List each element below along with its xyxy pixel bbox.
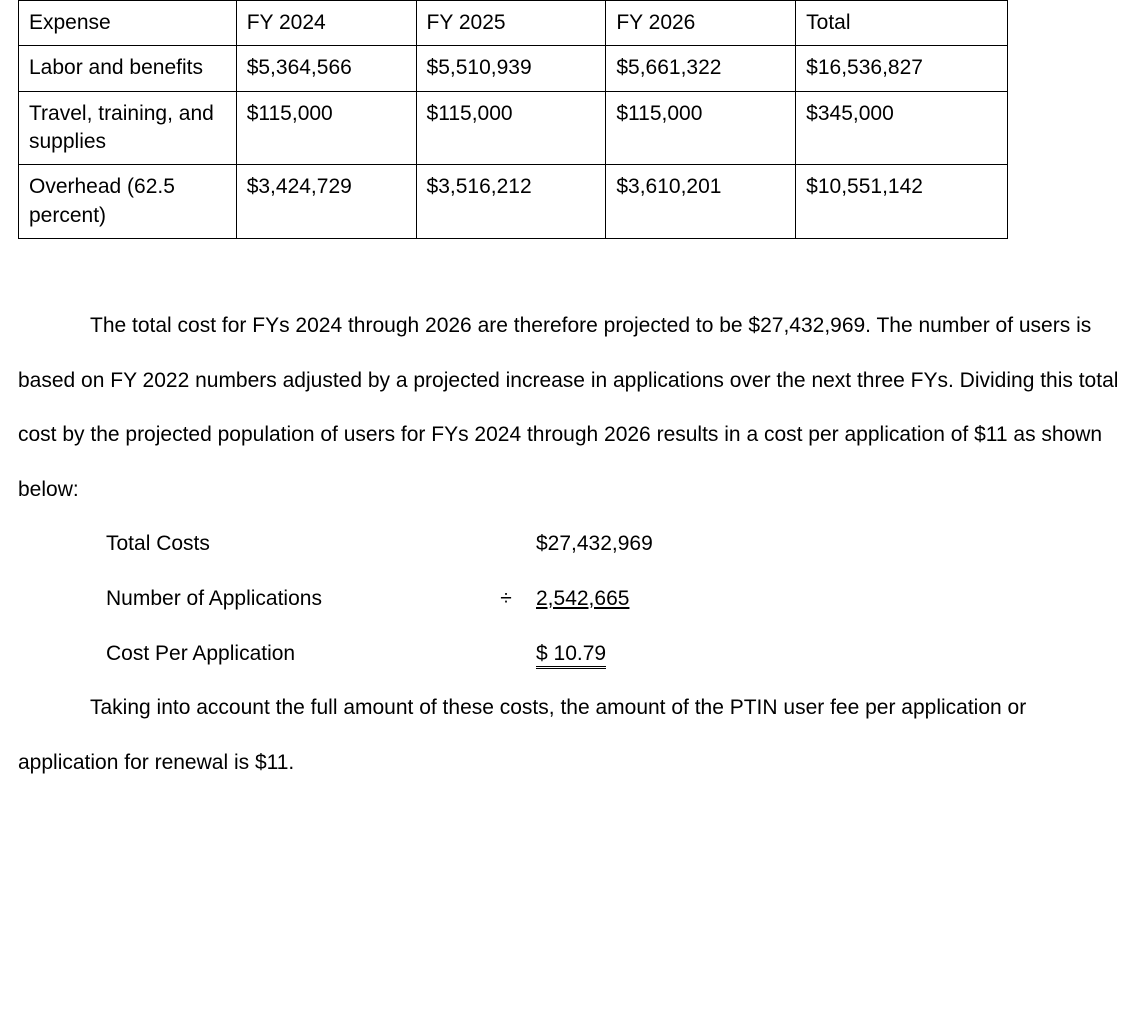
calc-row-num-apps: Number of Applications ÷ 2,542,665 — [106, 572, 1122, 627]
table-cell: $5,661,322 — [606, 46, 796, 91]
calc-value: $ 10.79 — [536, 627, 736, 682]
table-cell: $3,610,201 — [606, 165, 796, 239]
divide-symbol: ÷ — [476, 572, 536, 627]
table-cell: $115,000 — [416, 91, 606, 165]
table-cell: $10,551,142 — [796, 165, 1008, 239]
body-paragraph: The total cost for FYs 2024 through 2026… — [18, 299, 1122, 517]
table-row: Labor and benefits $5,364,566 $5,510,939… — [19, 46, 1008, 91]
table-cell: $115,000 — [606, 91, 796, 165]
table-header-row: Expense FY 2024 FY 2025 FY 2026 Total — [19, 1, 1008, 46]
table-cell: Labor and benefits — [19, 46, 237, 91]
calc-value: 2,542,665 — [536, 572, 736, 627]
table-cell: $115,000 — [236, 91, 416, 165]
table-row: Overhead (62.5 percent) $3,424,729 $3,51… — [19, 165, 1008, 239]
closing-paragraph: Taking into account the full amount of t… — [18, 681, 1122, 790]
table-cell: $3,516,212 — [416, 165, 606, 239]
calc-label: Total Costs — [106, 517, 476, 572]
expense-table: Expense FY 2024 FY 2025 FY 2026 Total La… — [18, 0, 1008, 239]
col-header: FY 2025 — [416, 1, 606, 46]
table-cell: $345,000 — [796, 91, 1008, 165]
table-cell: Travel, training, and supplies — [19, 91, 237, 165]
calculation-block: Total Costs $27,432,969 Number of Applic… — [106, 517, 1122, 681]
calc-row-total-costs: Total Costs $27,432,969 — [106, 517, 1122, 572]
calc-label: Number of Applications — [106, 572, 476, 627]
col-header: Expense — [19, 1, 237, 46]
underlined-value: 2,542,665 — [536, 587, 629, 610]
col-header: FY 2026 — [606, 1, 796, 46]
document-page: Expense FY 2024 FY 2025 FY 2026 Total La… — [0, 0, 1140, 810]
table-cell: $5,364,566 — [236, 46, 416, 91]
double-underlined-value: $ 10.79 — [536, 642, 606, 669]
table-cell: $3,424,729 — [236, 165, 416, 239]
table-cell: $5,510,939 — [416, 46, 606, 91]
calc-label: Cost Per Application — [106, 627, 476, 682]
col-header: FY 2024 — [236, 1, 416, 46]
calc-row-cost-per-app: Cost Per Application $ 10.79 — [106, 627, 1122, 682]
col-header: Total — [796, 1, 1008, 46]
paragraph-text: The total cost for FYs 2024 through 2026… — [18, 314, 1118, 501]
table-row: Travel, training, and supplies $115,000 … — [19, 91, 1008, 165]
closing-text: Taking into account the full amount of t… — [18, 696, 1026, 774]
table-cell: $16,536,827 — [796, 46, 1008, 91]
calc-value: $27,432,969 — [536, 517, 736, 572]
table-cell: Overhead (62.5 percent) — [19, 165, 237, 239]
